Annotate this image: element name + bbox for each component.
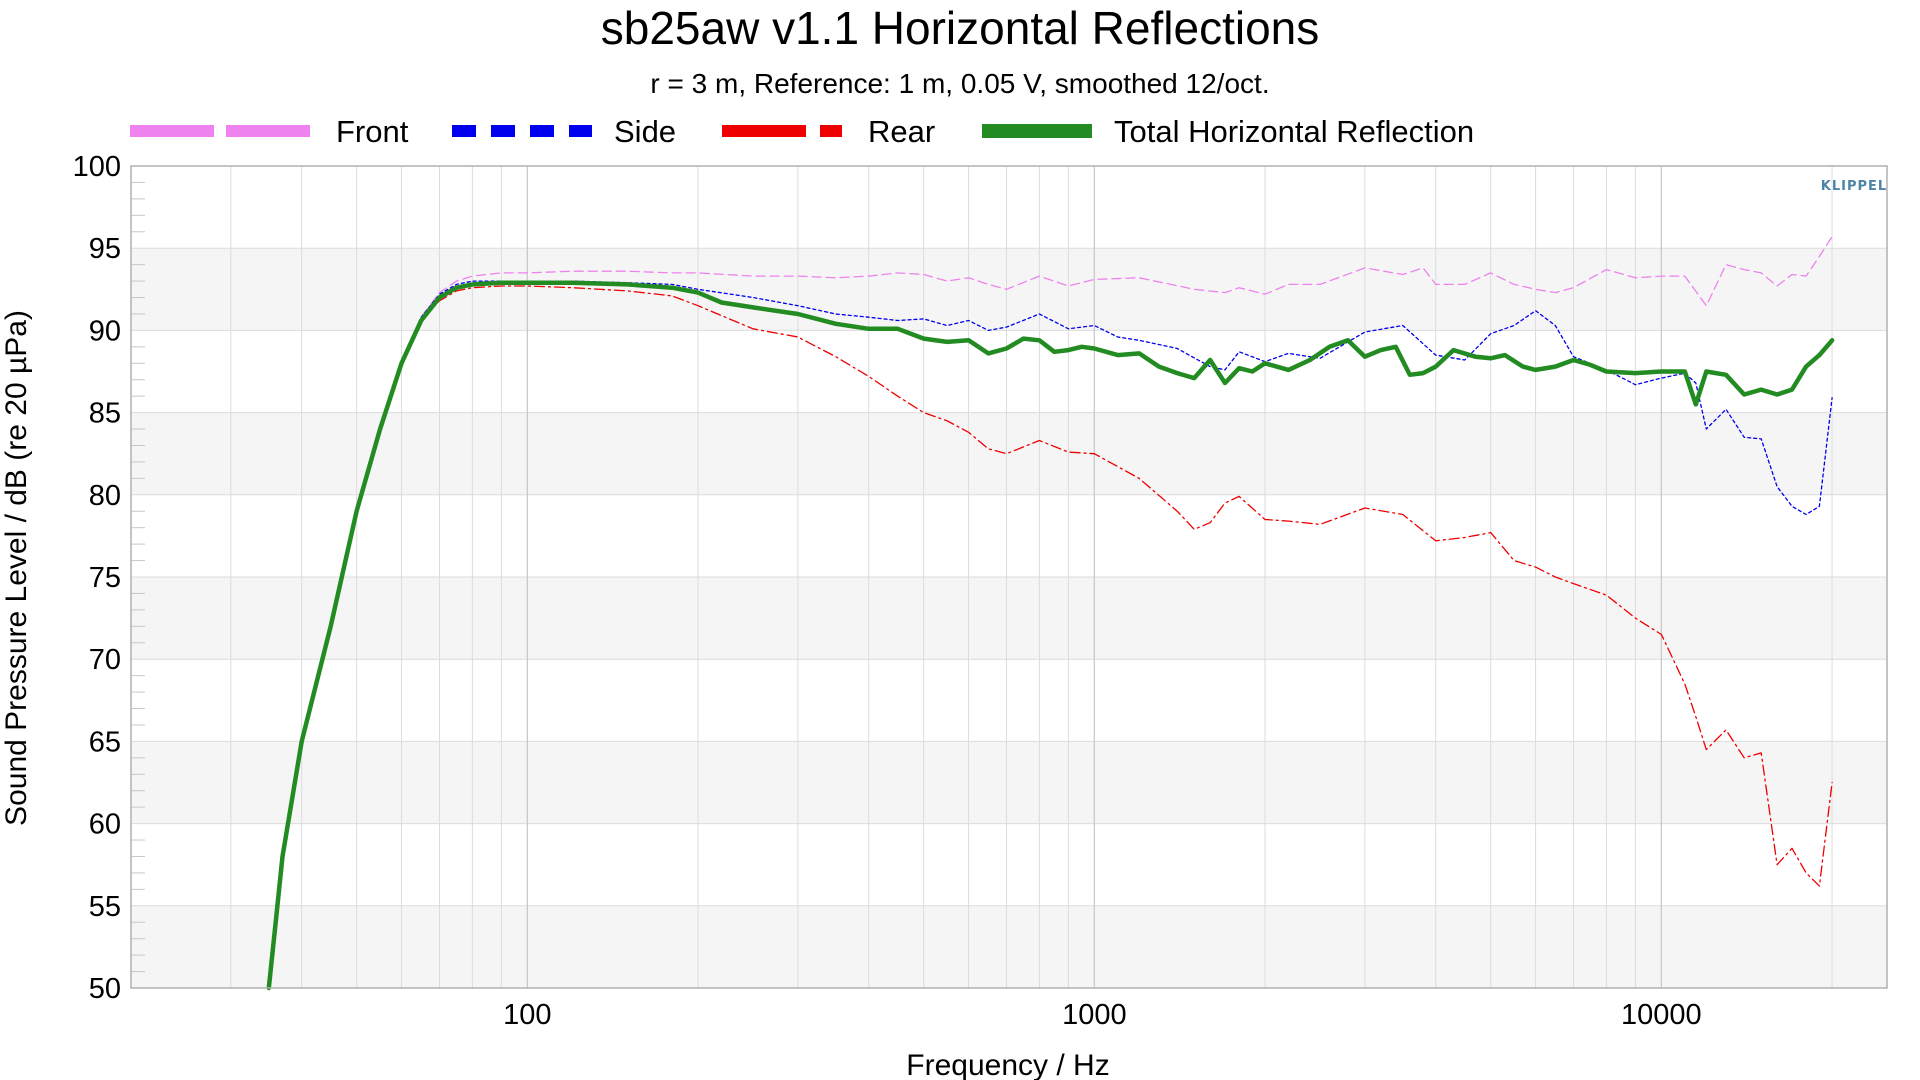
legend-item-total[interactable]: Total Horizontal Reflection [982, 114, 1474, 149]
plot-band [131, 577, 1887, 660]
series-layer [266, 236, 1835, 991]
plot-band [131, 412, 1887, 495]
legend-item-side[interactable]: Side [452, 114, 676, 149]
x-tick-label: 10000 [1621, 999, 1702, 1031]
legend-label-rear: Rear [868, 114, 935, 149]
grid-major [131, 165, 1887, 989]
plot-band [131, 248, 1887, 331]
y-tick-label: 50 [89, 973, 121, 1005]
x-tick-label: 1000 [1062, 999, 1127, 1031]
y-tick-labels: 50 55 60 65 70 75 80 85 90 95 100 [73, 151, 121, 1005]
plot-band [131, 905, 1887, 988]
y-tick-label: 55 [89, 891, 121, 923]
plot-frame [130, 165, 1888, 989]
series-line-front [281, 236, 1833, 858]
y-tick-label: 100 [73, 151, 121, 183]
y-tick-label: 70 [89, 644, 121, 676]
y-tick-label: 65 [89, 726, 121, 758]
y-tick-label: 80 [89, 480, 121, 512]
legend-item-rear[interactable]: Rear [722, 114, 935, 149]
legend-label-total: Total Horizontal Reflection [1114, 114, 1474, 149]
y-tick-label: 85 [89, 398, 121, 430]
x-tick-labels: 100 1000 10000 [503, 999, 1702, 1031]
x-tick-label: 100 [503, 999, 551, 1031]
y-tick-label: 60 [89, 809, 121, 841]
legend-item-front[interactable]: Front [130, 114, 409, 149]
chart-legend: Front Side Rear Total Horizontal Reflect… [130, 114, 1474, 149]
y-tick-label: 75 [89, 562, 121, 594]
y-axis-label: Sound Pressure Level / dB (re 20 µPa) [0, 310, 33, 826]
plot-band [131, 741, 1887, 824]
series-line-total-horizontal-reflection [266, 280, 1835, 991]
y-tick-label: 95 [89, 233, 121, 265]
legend-label-side: Side [614, 114, 676, 149]
y-tick-label: 90 [89, 315, 121, 347]
chart-subtitle: r = 3 m, Reference: 1 m, 0.05 V, smoothe… [650, 68, 1269, 99]
x-axis-label: Frequency / Hz [906, 1049, 1109, 1080]
klippel-logo: KLIPPEL [1821, 179, 1887, 194]
chart-title: sb25aw v1.1 Horizontal Reflections [601, 2, 1319, 54]
y-minor-ticks [131, 181, 145, 973]
legend-label-front: Front [336, 114, 409, 149]
series-line-rear [281, 285, 1833, 887]
